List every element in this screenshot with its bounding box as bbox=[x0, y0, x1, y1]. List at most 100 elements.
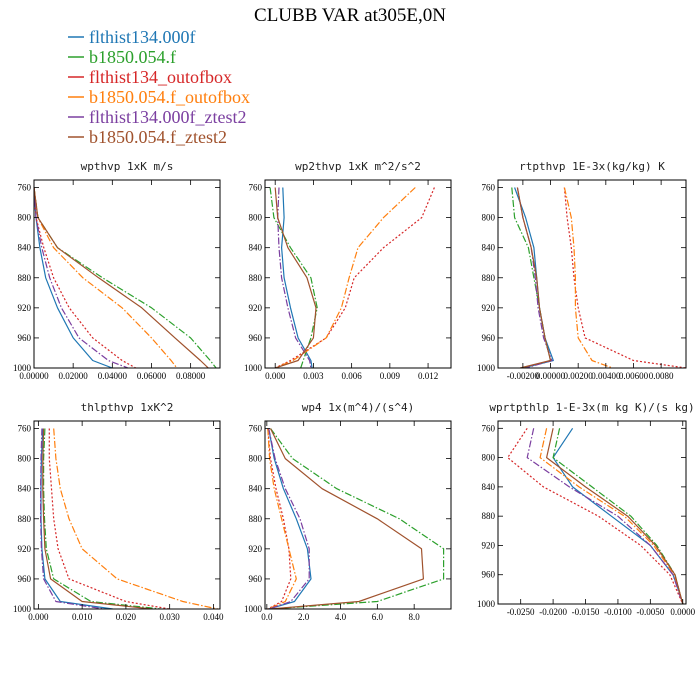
panel-title: wp2thvp 1xK m^2/s^2 bbox=[295, 160, 421, 173]
legend-entry: flthist134.000f bbox=[89, 27, 196, 47]
series-line bbox=[269, 428, 424, 609]
y-tick-label: 800 bbox=[482, 453, 496, 463]
x-tick-label: -0.0200 bbox=[539, 607, 567, 617]
series-line bbox=[267, 428, 297, 609]
y-tick-label: 960 bbox=[249, 333, 263, 343]
legend: flthist134.000fb1850.054.fflthist134_out… bbox=[68, 27, 250, 147]
panel-4: thlpthvp 1xK^2 760 800 840 880 920 960 10000.00… bbox=[13, 401, 224, 622]
series-line bbox=[281, 187, 313, 368]
y-tick-label: 920 bbox=[249, 544, 263, 554]
x-tick-label: 0.02000 bbox=[59, 371, 89, 381]
legend-entry: flthist134.000f_ztest2 bbox=[89, 107, 246, 127]
panel-6: wprtpthlp 1-E-3x(m kg K)/(s kg) 760 800 840… bbox=[477, 401, 696, 617]
x-tick-label: 0.00400 bbox=[591, 371, 621, 381]
series-line bbox=[34, 187, 129, 368]
panel-title: wpthvp 1xK m/s bbox=[81, 160, 174, 173]
y-tick-label: 760 bbox=[249, 183, 263, 193]
x-tick-label: 0.06000 bbox=[137, 371, 167, 381]
y-tick-label: 800 bbox=[249, 213, 263, 223]
y-tick-label: 1000 bbox=[477, 599, 496, 609]
panel-title: wp4 1x(m^4)/(s^4) bbox=[302, 401, 415, 414]
x-tick-label: 0.00000 bbox=[536, 371, 566, 381]
y-tick-label: 840 bbox=[249, 484, 263, 494]
x-tick-label: 0.040 bbox=[203, 612, 224, 622]
series-line bbox=[516, 187, 552, 368]
y-tick-label: 880 bbox=[482, 273, 496, 283]
panel-3: rtpthvp 1E-3x(kg/kg) K 760 800 840 880 920 960… bbox=[477, 160, 687, 381]
y-tick-label: 800 bbox=[18, 454, 32, 464]
plot-frame bbox=[497, 179, 687, 369]
x-tick-label: -0.0100 bbox=[604, 607, 632, 617]
x-tick-label: 0.0 bbox=[261, 612, 273, 622]
y-tick-label: 960 bbox=[18, 574, 32, 584]
y-tick-label: 800 bbox=[482, 213, 496, 223]
y-tick-label: 840 bbox=[18, 484, 32, 494]
panel-title: wprtpthlp 1-E-3x(m kg K)/(s kg) bbox=[489, 401, 694, 414]
y-tick-label: 920 bbox=[18, 303, 32, 313]
y-tick-label: 1000 bbox=[477, 363, 496, 373]
panel-5: wp4 1x(m^4)/(s^4) 760 800 840 880 920 960 10000… bbox=[244, 401, 452, 622]
y-tick-label: 880 bbox=[18, 514, 32, 524]
y-tick-label: 960 bbox=[482, 570, 496, 580]
plot-frame bbox=[264, 420, 452, 610]
legend-entry: b1850.054.f_outofbox bbox=[89, 87, 250, 107]
series-line bbox=[274, 187, 317, 368]
series-line bbox=[39, 428, 105, 609]
series-line bbox=[34, 187, 209, 368]
plot-frame bbox=[497, 420, 687, 605]
y-tick-label: 760 bbox=[18, 424, 32, 434]
y-tick-label: 840 bbox=[482, 243, 496, 253]
y-tick-label: 960 bbox=[249, 574, 263, 584]
y-tick-label: 920 bbox=[18, 544, 32, 554]
series-line bbox=[267, 428, 292, 609]
y-tick-label: 880 bbox=[249, 273, 263, 283]
series-line bbox=[511, 187, 552, 368]
x-tick-label: 6.0 bbox=[372, 612, 384, 622]
y-tick-label: 800 bbox=[249, 454, 263, 464]
y-tick-label: 1000 bbox=[244, 604, 263, 614]
panel-title: thlpthvp 1xK^2 bbox=[81, 401, 174, 414]
x-tick-label: 2.0 bbox=[298, 612, 310, 622]
series-line bbox=[274, 187, 435, 368]
y-tick-label: 920 bbox=[482, 540, 496, 550]
series-line bbox=[34, 187, 113, 368]
x-tick-label: -0.0050 bbox=[636, 607, 664, 617]
x-tick-label: -0.0250 bbox=[507, 607, 535, 617]
y-tick-label: 920 bbox=[249, 303, 263, 313]
legend-entry: flthist134_outofbox bbox=[89, 67, 232, 87]
y-tick-label: 800 bbox=[18, 213, 32, 223]
y-tick-label: 840 bbox=[249, 243, 263, 253]
series-line bbox=[270, 428, 445, 609]
y-tick-label: 840 bbox=[18, 243, 32, 253]
plot-frame bbox=[33, 420, 221, 610]
x-tick-label: -0.00200 bbox=[507, 371, 540, 381]
series-line bbox=[507, 427, 684, 604]
panel-1: wpthvp 1xK m/s 760 800 840 880 920 960 10000.00… bbox=[13, 160, 221, 381]
x-tick-label: 0.00600 bbox=[619, 371, 649, 381]
series-line bbox=[526, 428, 684, 604]
legend-entry: b1850.054.f bbox=[89, 47, 176, 67]
series-line bbox=[268, 428, 310, 609]
panel-title: rtpthvp 1E-3x(kg/kg) K bbox=[519, 160, 665, 173]
x-tick-label: 0.0080 bbox=[649, 371, 674, 381]
x-tick-label: 0.00000 bbox=[19, 371, 49, 381]
x-tick-label: 0.006 bbox=[342, 371, 363, 381]
y-tick-label: 840 bbox=[482, 482, 496, 492]
x-tick-label: 0.0000 bbox=[670, 607, 695, 617]
y-tick-label: 1000 bbox=[244, 363, 263, 373]
x-tick-label: 0.000 bbox=[265, 371, 286, 381]
x-tick-label: 0.08000 bbox=[176, 371, 206, 381]
series-line bbox=[34, 187, 217, 368]
x-tick-label: 0.000 bbox=[28, 612, 49, 622]
y-tick-label: 760 bbox=[482, 183, 496, 193]
series-line bbox=[34, 187, 137, 368]
series-line bbox=[42, 428, 161, 609]
series-line bbox=[42, 428, 153, 609]
chart-panels: wpthvp 1xK m/s76080084088092096010000.00… bbox=[13, 160, 696, 622]
plot-frame bbox=[33, 179, 221, 369]
series-line bbox=[545, 428, 684, 604]
y-tick-label: 880 bbox=[249, 514, 263, 524]
figure-title: CLUBB VAR at305E,0N bbox=[254, 5, 446, 26]
y-tick-label: 760 bbox=[18, 183, 32, 193]
